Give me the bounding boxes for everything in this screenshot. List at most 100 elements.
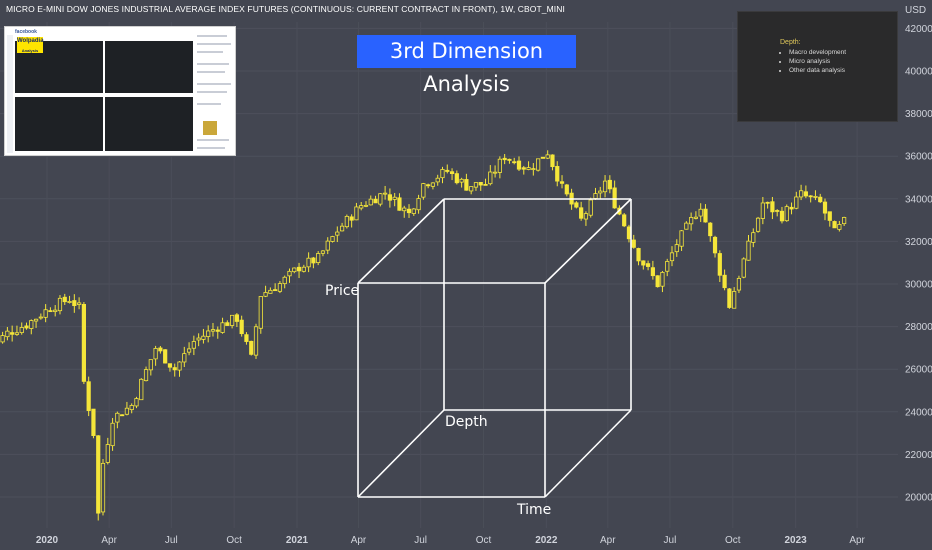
time-tick-label: Oct: [725, 535, 741, 546]
candle-body: [473, 182, 479, 188]
candle-body: [784, 206, 789, 222]
thumbnail-chart-panel: [105, 41, 193, 93]
candle-body: [263, 292, 268, 297]
candle-body: [163, 349, 168, 364]
candle-body: [177, 361, 182, 371]
candle-body: [698, 208, 703, 217]
candle-body: [402, 207, 407, 212]
candle-body: [311, 257, 316, 264]
symbol-title: MICRO E-MINI DOW JONES INDUSTRIAL AVERAG…: [6, 4, 565, 14]
candle-body: [96, 435, 101, 514]
candle-body: [459, 178, 464, 183]
thumbnail-chart-panel: [15, 97, 103, 151]
cube-annotation: [357, 198, 632, 498]
candle-body: [215, 329, 220, 332]
price-label: Price: [325, 283, 360, 299]
candle-body: [201, 335, 206, 340]
price-tick-label: 42000: [905, 24, 932, 35]
thumbnail-post-column: [197, 29, 233, 153]
price-tick-label: 30000: [905, 280, 932, 291]
candle-body: [134, 398, 139, 407]
candle-body: [100, 462, 106, 513]
thumbnail-chart-panel: [105, 97, 193, 151]
candle-body: [91, 408, 96, 436]
candle-body: [411, 208, 416, 214]
screenshot-thumbnail[interactable]: facebook Wolpadia Analysis: [4, 26, 236, 156]
candle-body: [755, 217, 761, 232]
candle-body: [703, 208, 708, 223]
candle-body: [24, 325, 29, 329]
candle-body: [206, 330, 211, 337]
candle-body: [10, 332, 15, 335]
candle-body: [531, 168, 536, 171]
time-tick-label: 2021: [286, 535, 309, 546]
candle-body: [583, 213, 589, 220]
candle-body: [249, 340, 254, 355]
candle-body: [72, 300, 77, 307]
candle-body: [469, 186, 474, 192]
time-tick-label: Oct: [226, 535, 242, 546]
text-line: [197, 43, 231, 45]
candle-body: [736, 277, 742, 291]
candle-body: [282, 276, 287, 285]
candle-body: [516, 160, 522, 170]
candle-body: [14, 332, 20, 335]
candle-body: [765, 201, 770, 204]
candle-body: [86, 381, 91, 411]
price-tick-label: 38000: [905, 109, 932, 120]
candle-body: [220, 322, 225, 333]
candle-body: [115, 412, 120, 423]
brand-name: Wolpadia: [17, 38, 44, 44]
time-tick-label: Apr: [101, 535, 117, 546]
price-tick-label: 24000: [905, 407, 932, 418]
candle-body: [435, 177, 440, 183]
candle-body: [440, 169, 445, 179]
candle-body: [153, 348, 158, 360]
candle-body: [808, 195, 813, 198]
candle-body: [693, 216, 699, 219]
text-line: [197, 147, 225, 149]
candle-body: [512, 161, 517, 164]
candle-body: [339, 225, 345, 232]
candle-body: [167, 363, 173, 368]
candle-body: [445, 169, 450, 172]
candle-body: [320, 250, 326, 254]
candle-body: [406, 208, 412, 214]
price-tick-label: 20000: [905, 493, 932, 504]
candle-body: [239, 319, 244, 335]
price-tick-label: 26000: [905, 365, 932, 376]
facebook-logo: facebook: [15, 29, 37, 35]
price-axis[interactable]: 20000 22000 24000 26000 28000 30000 32000 34000…: [905, 24, 932, 504]
candle-body: [612, 187, 617, 209]
candle-body: [143, 369, 149, 382]
candle-body: [392, 196, 397, 200]
candle-body: [268, 289, 273, 294]
candle-body: [598, 190, 603, 194]
price-tick-label: 40000: [905, 67, 932, 78]
text-line: [197, 83, 231, 85]
candle-body: [186, 348, 192, 353]
candle-body: [378, 193, 383, 205]
candle-body: [454, 173, 459, 184]
candle-body: [540, 156, 546, 159]
candle-body: [368, 198, 373, 206]
candle-body: [483, 183, 488, 186]
time-tick-label: Apr: [849, 535, 865, 546]
candle-body: [579, 207, 584, 219]
candle-body: [129, 405, 134, 411]
time-axis[interactable]: 2020 Apr Jul Oct 2021 Apr Jul Oct 2022 Apr Jul Oct 2…: [36, 535, 866, 546]
notes-item: Other data analysis: [789, 66, 846, 75]
cube-edge: [544, 198, 632, 284]
candle-body: [335, 231, 340, 236]
candle-body: [120, 414, 125, 417]
candle-body: [497, 158, 502, 173]
candle-series: [0, 150, 847, 521]
cube-edge: [357, 409, 445, 498]
candle-body: [708, 222, 713, 237]
candle-body: [550, 154, 555, 168]
time-tick-label: 2023: [785, 535, 808, 546]
candle-body: [674, 244, 679, 253]
candle-body: [139, 378, 144, 401]
notes-box[interactable]: Depth: Macro development Micro analysis …: [737, 11, 898, 122]
time-tick-label: 2022: [535, 535, 558, 546]
